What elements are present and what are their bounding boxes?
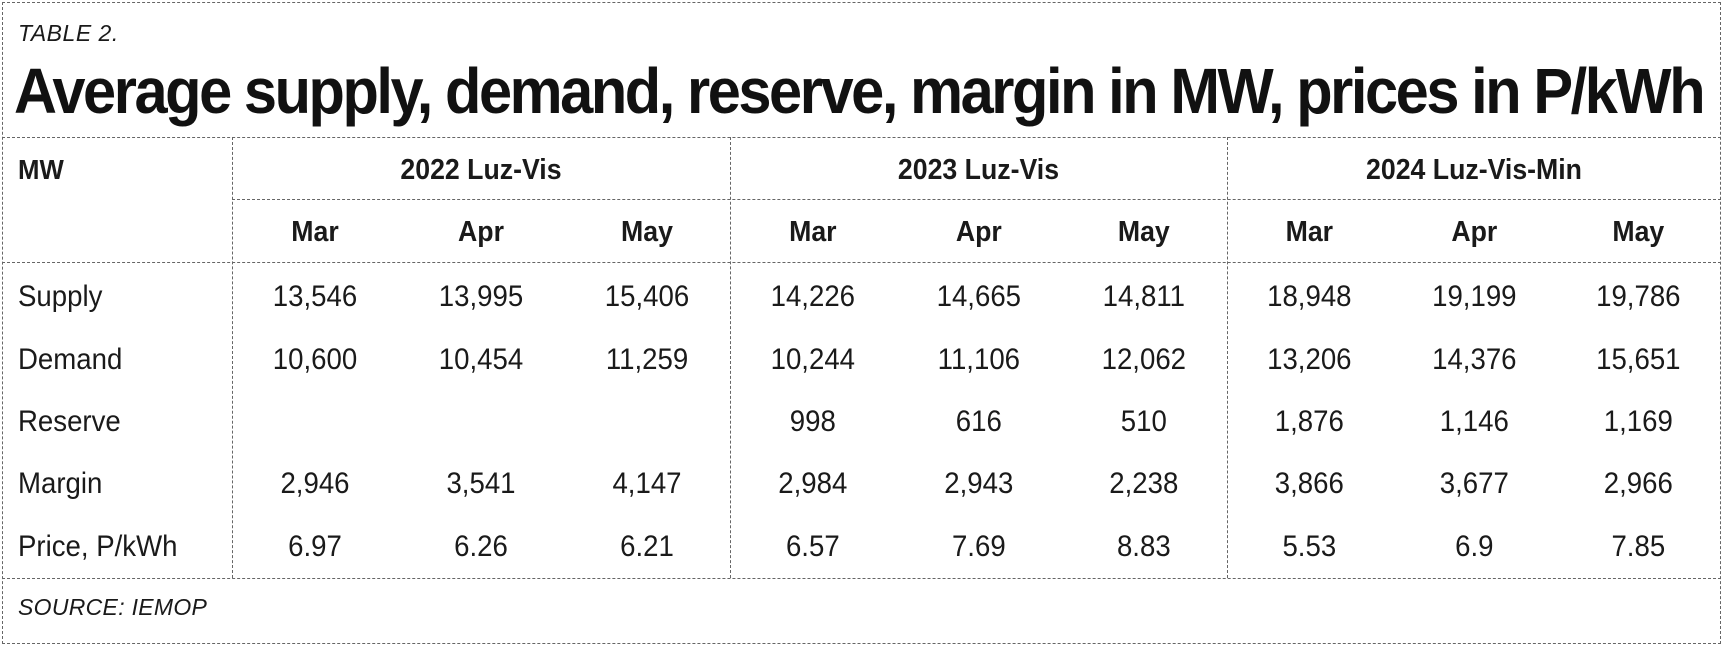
table-cell: 11,259 bbox=[605, 343, 689, 376]
month-header: Apr bbox=[955, 216, 1002, 248]
table-cell: 15,651 bbox=[1596, 343, 1681, 376]
table-cell: 14,811 bbox=[1102, 280, 1186, 313]
table-cell: 616 bbox=[955, 405, 1002, 438]
table-cell: 19,786 bbox=[1596, 280, 1681, 313]
table-cell: 2,946 bbox=[280, 467, 350, 500]
body-bottom-rule bbox=[2, 578, 1721, 579]
table-cell: 4,147 bbox=[612, 467, 682, 500]
table-cell: 19,199 bbox=[1431, 280, 1517, 313]
month-header: Mar bbox=[291, 216, 339, 248]
table-cell: 1,169 bbox=[1604, 405, 1674, 438]
row-label: Price, P/kWh bbox=[18, 530, 178, 563]
column-divider-3 bbox=[1227, 137, 1228, 578]
table-cell: 10,600 bbox=[272, 343, 358, 376]
corner-header: MW bbox=[18, 154, 64, 185]
month-header: Mar bbox=[1285, 216, 1334, 248]
table-cell: 8.83 bbox=[1117, 530, 1172, 563]
table-cell: 6.26 bbox=[454, 530, 508, 563]
table-label: TABLE 2. bbox=[18, 20, 119, 46]
group-header: 2023 Luz-Vis bbox=[897, 154, 1060, 186]
table-cell: 3,677 bbox=[1439, 467, 1509, 500]
table-cell: 13,206 bbox=[1267, 343, 1352, 376]
table-cell: 10,244 bbox=[770, 343, 856, 376]
month-header: Apr bbox=[1450, 216, 1497, 248]
table-cell: 2,984 bbox=[778, 467, 848, 500]
table-cell: 5.53 bbox=[1282, 530, 1337, 563]
header-top-rule bbox=[2, 137, 1721, 138]
table-cell: 7.69 bbox=[951, 530, 1006, 563]
column-divider-1 bbox=[232, 137, 233, 578]
table-cell: 2,943 bbox=[943, 467, 1014, 500]
table-title: Average supply, demand, reserve, margin … bbox=[14, 55, 1706, 127]
table-cell: 998 bbox=[789, 405, 836, 438]
row-label: Reserve bbox=[18, 405, 121, 438]
month-header: May bbox=[621, 216, 673, 248]
group-header: 2024 Luz-Vis-Min bbox=[1366, 154, 1582, 186]
table-cell: 10,454 bbox=[438, 343, 524, 376]
month-header: Apr bbox=[458, 216, 504, 248]
row-label: Demand bbox=[18, 343, 123, 376]
table-cell: 510 bbox=[1121, 405, 1168, 438]
month-header: Mar bbox=[789, 216, 837, 248]
column-divider-2 bbox=[730, 137, 731, 578]
table-cell: 14,226 bbox=[770, 280, 856, 313]
table-cell: 11,106 bbox=[937, 343, 1020, 376]
table-cell: 13,995 bbox=[438, 280, 524, 313]
group-divider-rule bbox=[232, 199, 1721, 200]
month-header: May bbox=[1118, 216, 1171, 248]
table-cell: 15,406 bbox=[604, 280, 690, 313]
table-cell: 6.21 bbox=[620, 530, 674, 563]
table-cell: 6.9 bbox=[1454, 530, 1494, 563]
month-header: May bbox=[1612, 216, 1665, 248]
table-cell: 14,376 bbox=[1431, 343, 1517, 376]
table-cell: 18,948 bbox=[1267, 280, 1352, 313]
row-label: Margin bbox=[18, 467, 103, 500]
table-cell: 3,866 bbox=[1274, 467, 1344, 500]
table-cell: 6.57 bbox=[785, 530, 840, 563]
table-cell: 7.85 bbox=[1611, 530, 1666, 563]
table-cell: 3,541 bbox=[446, 467, 516, 500]
header-bottom-rule bbox=[2, 262, 1721, 263]
table-cell: 14,665 bbox=[936, 280, 1021, 313]
source-note: SOURCE: IEMOP bbox=[18, 594, 208, 620]
table-cell: 2,966 bbox=[1604, 467, 1674, 500]
row-label: Supply bbox=[18, 280, 103, 313]
table-cell: 1,876 bbox=[1274, 405, 1344, 438]
table-cell: 13,546 bbox=[272, 280, 358, 313]
group-header: 2022 Luz-Vis bbox=[400, 154, 562, 186]
table-cell: 6.97 bbox=[288, 530, 342, 563]
table-cell: 1,146 bbox=[1439, 405, 1509, 438]
table-cell: 2,238 bbox=[1109, 467, 1179, 500]
table-cell: 12,062 bbox=[1101, 343, 1187, 376]
